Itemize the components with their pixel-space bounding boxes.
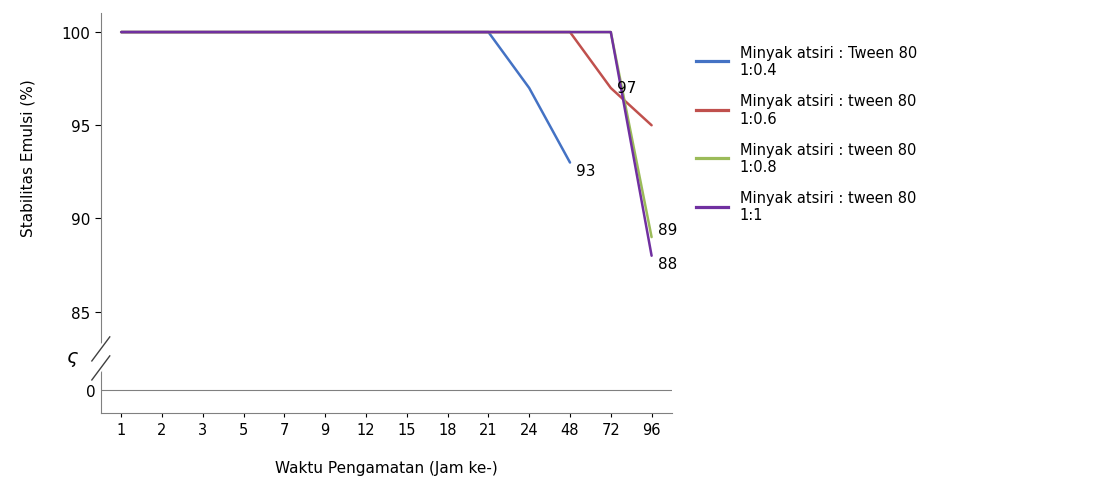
Text: 97: 97 (617, 81, 636, 96)
Text: 93: 93 (576, 163, 596, 178)
Text: 88: 88 (657, 256, 676, 271)
Text: Waktu Pengamatan (Jam ke-): Waktu Pengamatan (Jam ke-) (276, 460, 497, 475)
Text: $\varsigma$: $\varsigma$ (66, 349, 80, 368)
Legend: Minyak atsiri : Tween 80
1:0.4, Minyak atsiri : tween 80
1:0.6, Minyak atsiri : : Minyak atsiri : Tween 80 1:0.4, Minyak a… (697, 46, 917, 223)
Text: Stabilitas Emulsi (%): Stabilitas Emulsi (%) (20, 79, 36, 237)
Text: 89: 89 (657, 223, 678, 238)
